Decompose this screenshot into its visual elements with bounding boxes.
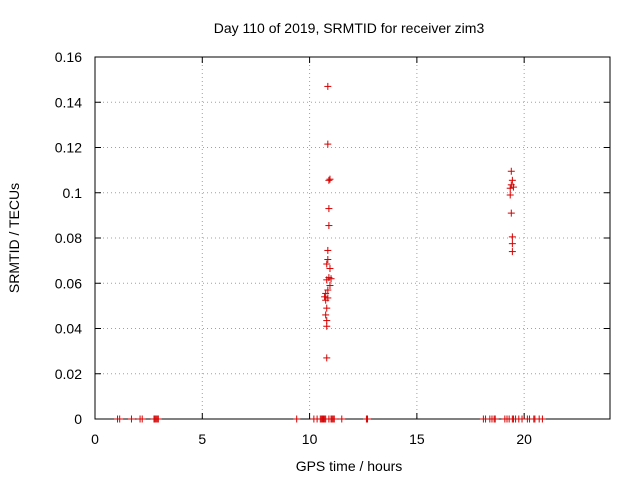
data-point (327, 275, 335, 283)
y-tick-label: 0.16 (55, 49, 82, 65)
x-tick-label: 0 (91, 431, 99, 447)
data-point (507, 167, 515, 175)
data-point (325, 176, 333, 184)
y-tick-label: 0.1 (63, 185, 83, 201)
data-point (323, 304, 331, 312)
data-point (506, 184, 514, 192)
data-point (321, 293, 329, 301)
data-point (138, 415, 146, 423)
x-tick-label: 20 (516, 431, 532, 447)
data-point (324, 82, 332, 90)
data-point (508, 248, 516, 256)
data-point (323, 276, 331, 284)
data-point (322, 289, 330, 297)
y-tick-label: 0.08 (55, 230, 82, 246)
data-point (154, 415, 162, 423)
data-point (323, 322, 331, 330)
data-point (325, 222, 333, 230)
y-tick-label: 0.04 (55, 321, 82, 337)
data-point (508, 233, 516, 241)
y-tick-labels: 0 0.02 0.04 0.06 0.08 0.1 0.12 0.14 0.16 (55, 49, 82, 427)
data-points (114, 82, 546, 423)
data-point (509, 183, 517, 191)
chart-title: Day 110 of 2019, SRMTID for receiver zim… (214, 20, 485, 36)
data-point (507, 209, 515, 217)
data-point (326, 282, 334, 290)
data-point (324, 255, 332, 263)
axis-ticks (94, 56, 610, 420)
data-point (324, 246, 332, 254)
y-tick-label: 0.14 (55, 94, 82, 110)
x-tick-labels: 0 5 10 15 20 (91, 431, 532, 447)
y-tick-label: 0.02 (55, 366, 82, 382)
data-point (491, 415, 499, 423)
data-point (324, 140, 332, 148)
data-point (506, 191, 514, 199)
x-tick-label: 5 (198, 431, 206, 447)
x-tick-label: 10 (302, 431, 318, 447)
data-point (508, 176, 516, 184)
grid-lines (95, 57, 610, 419)
data-point (325, 205, 333, 213)
y-axis-label: SRMTID / TECUs (6, 183, 22, 293)
data-point (322, 311, 330, 319)
data-point (326, 265, 334, 273)
x-tick-label: 15 (409, 431, 425, 447)
data-point (508, 240, 516, 248)
data-point (293, 415, 301, 423)
data-point (322, 296, 330, 304)
data-point (116, 415, 124, 423)
y-tick-label: 0 (74, 411, 82, 427)
y-tick-label: 0.06 (55, 275, 82, 291)
data-point (326, 175, 334, 183)
data-point (338, 415, 346, 423)
data-point (127, 415, 135, 423)
data-point (330, 415, 338, 423)
data-point (323, 354, 331, 362)
y-tick-label: 0.12 (55, 140, 82, 156)
data-point (364, 415, 372, 423)
plot-frame (94, 56, 611, 420)
data-point (538, 415, 546, 423)
data-point (323, 260, 331, 268)
x-axis-label: GPS time / hours (296, 458, 403, 474)
